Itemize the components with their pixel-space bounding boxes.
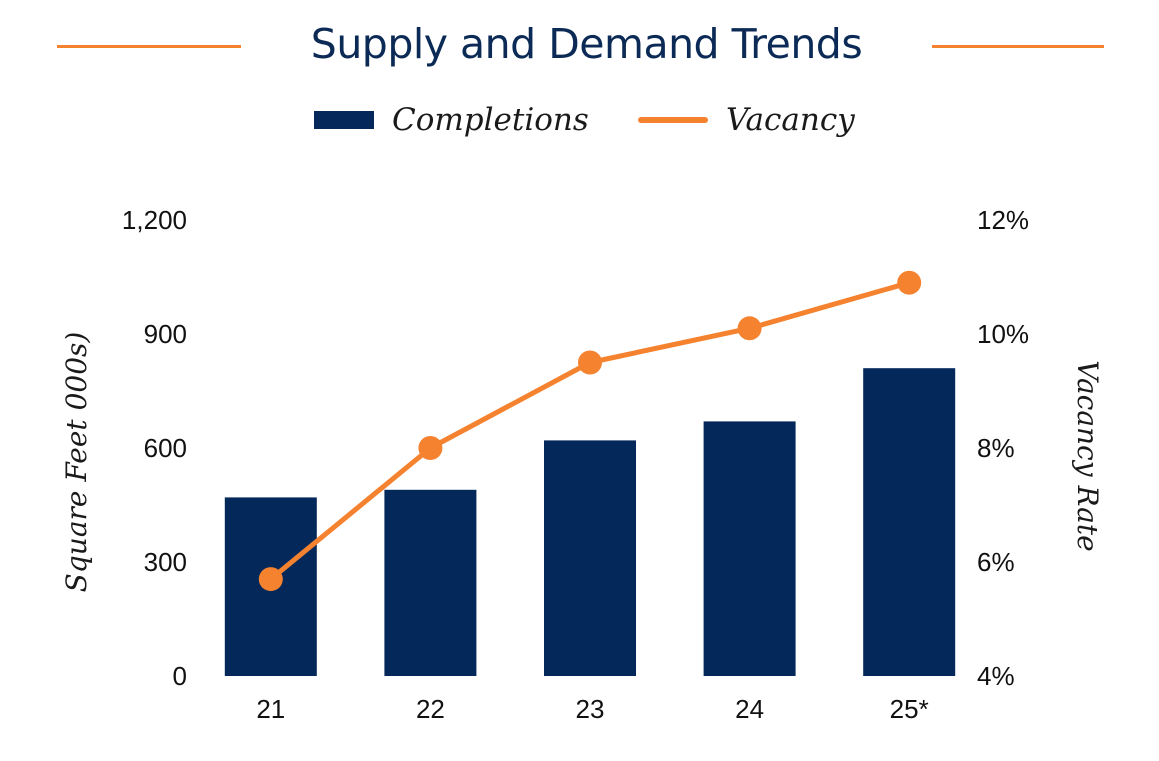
x-axis-ticks: 21 22 23 24 25*	[256, 694, 928, 724]
bar-4	[863, 368, 956, 676]
vacancy-point-3	[737, 316, 762, 341]
y-axis-left-title: Square Feet 000s)	[60, 332, 93, 593]
chart-title: Supply and Demand Trends	[310, 20, 863, 68]
vacancy-point-4	[897, 270, 922, 295]
legend-item-vacancy: Vacancy	[638, 96, 855, 144]
line-group	[258, 270, 922, 592]
title-row: Supply and Demand Trends	[0, 14, 1159, 74]
title-rule-left	[57, 45, 241, 48]
y-axis-right-title: Vacancy Rate	[1071, 360, 1104, 551]
legend-swatch-completions	[314, 111, 374, 129]
y-axis-right-ticks: 4% 6% 8% 10% 12%	[977, 205, 1029, 691]
legend-label-completions: Completions	[392, 102, 589, 138]
y2-tick-label-1: 6%	[977, 547, 1015, 577]
vacancy-point-0	[258, 567, 283, 592]
bar-2	[544, 440, 636, 676]
x-tick-label-1: 22	[416, 694, 445, 724]
y-axis-left-ticks: 0 300 600 900 1,200	[122, 205, 187, 691]
title-rule-right	[932, 45, 1104, 48]
legend-item-completions: Completions	[314, 96, 589, 144]
y-tick-label-1: 300	[144, 547, 187, 577]
legend: Completions Vacancy	[0, 96, 1159, 144]
y2-tick-label-2: 8%	[977, 433, 1015, 463]
legend-swatch-vacancy	[638, 117, 708, 123]
y-tick-label-2: 600	[144, 433, 187, 463]
x-tick-label-3: 24	[735, 694, 764, 724]
y2-tick-label-0: 4%	[977, 661, 1015, 691]
y2-tick-label-4: 12%	[977, 205, 1029, 235]
vacancy-point-1	[418, 436, 443, 460]
legend-label-vacancy: Vacancy	[726, 102, 855, 138]
y2-tick-label-3: 10%	[977, 319, 1029, 349]
y-tick-label-3: 900	[144, 319, 187, 349]
x-tick-label-4: 25*	[890, 694, 929, 724]
bars-group	[224, 368, 956, 676]
vacancy-point-2	[578, 350, 602, 375]
x-tick-label-0: 21	[256, 694, 285, 724]
bar-1	[384, 489, 477, 676]
y-tick-label-4: 1,200	[122, 205, 187, 235]
x-tick-label-2: 23	[576, 694, 605, 724]
y-tick-label-0: 0	[173, 661, 187, 691]
bar-3	[703, 421, 796, 676]
